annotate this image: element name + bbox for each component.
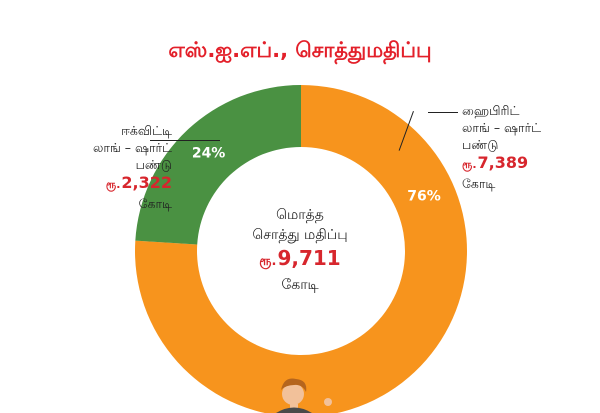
equity-name-line-1: ஈக்விட்டி xyxy=(121,123,172,138)
hybrid-leader-line-horizontal xyxy=(428,112,458,113)
hybrid-unit: கோடி xyxy=(462,176,496,191)
hybrid-name-line-3: பண்டு xyxy=(462,137,499,152)
hybrid-currency: ரூ. xyxy=(462,158,477,171)
hybrid-amount-value: 7,389 xyxy=(477,153,529,172)
equity-name-line-3: பண்டு xyxy=(135,157,172,172)
total-line-1: மொத்த xyxy=(276,207,324,223)
total-amount-value: 9,711 xyxy=(277,246,341,270)
equity-fund-label: ஈக்விட்டி லாங் – ஷார்ட் பண்டு ரூ.2,322 க… xyxy=(52,122,172,212)
chart-title: எஸ்.ஐ.எப்., சொத்துமதிப்பு xyxy=(168,38,432,62)
mascot-illustration-icon xyxy=(276,378,332,413)
equity-name-line-2: லாங் – ஷார்ட் xyxy=(92,140,172,155)
slice-percent-label-0: 76% xyxy=(407,188,441,204)
donut-slice-0 xyxy=(135,85,467,413)
total-unit: கோடி xyxy=(281,277,319,293)
equity-currency: ரூ. xyxy=(105,178,121,191)
equity-amount-value: 2,322 xyxy=(121,173,172,192)
hybrid-name-line-2: லாங் – ஷார்ட் xyxy=(462,120,542,135)
hybrid-name-line-1: ஹைபிரிட் xyxy=(462,103,520,118)
hybrid-amount: ரூ.7,389 xyxy=(462,153,592,175)
hybrid-fund-label: ஹைபிரிட் லாங் – ஷார்ட் பண்டு ரூ.7,389 கோ… xyxy=(462,102,592,192)
equity-unit: கோடி xyxy=(138,196,172,211)
total-line-2: சொத்து மதிப்பு xyxy=(252,227,348,243)
total-amount: ரூ.9,711 xyxy=(200,245,400,275)
slice-percent-label-1: 24% xyxy=(192,146,226,162)
total-label: மொத்த சொத்து மதிப்பு ரூ.9,711 கோடி xyxy=(200,205,400,295)
donut-slice-1 xyxy=(135,85,301,245)
equity-amount: ரூ.2,322 xyxy=(52,173,172,195)
total-currency: ரூ. xyxy=(259,254,277,269)
equity-leader-line xyxy=(150,140,220,141)
